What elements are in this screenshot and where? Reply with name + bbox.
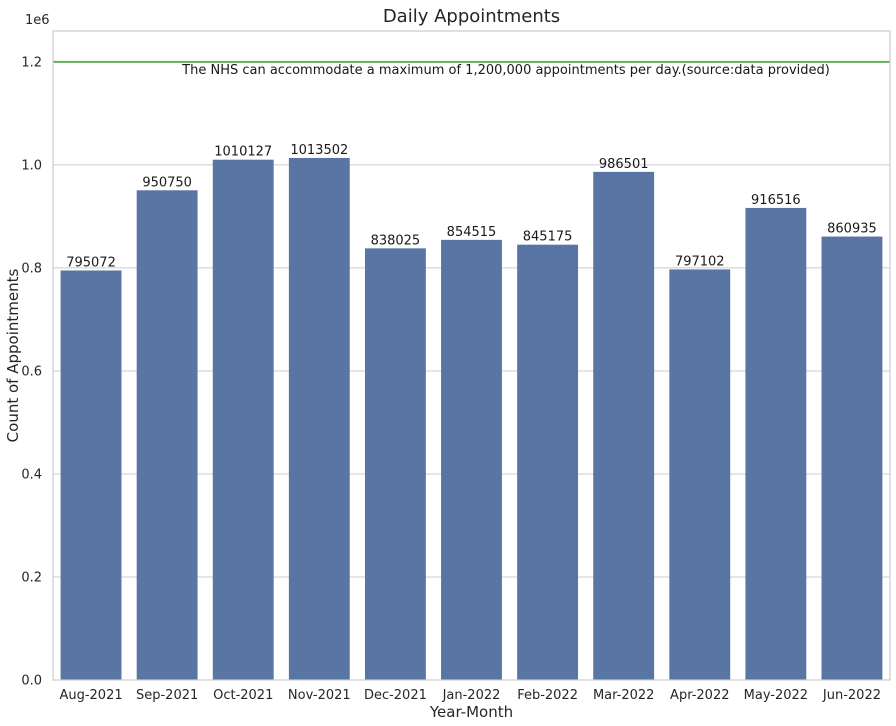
y-offset-label: 1e6 — [25, 13, 50, 28]
bar — [745, 207, 807, 681]
x-tick-label: Sep-2021 — [136, 688, 198, 703]
bar — [60, 270, 122, 680]
x-axis-ticks: Aug-2021 Sep-2021 Oct-2021 Nov-2021 Dec-2021… — [59, 688, 881, 703]
bar-value-label: 860935 — [827, 222, 877, 237]
x-axis-label: Year-Month — [429, 703, 513, 721]
bar — [136, 190, 198, 680]
bar-value-label: 916516 — [751, 193, 801, 208]
bar — [669, 269, 731, 680]
bar-value-label: 1010127 — [214, 145, 272, 160]
y-axis-label: Count of Appointments — [4, 269, 22, 443]
x-tick-label: Feb-2022 — [517, 688, 578, 703]
reference-line-group: The NHS can accommodate a maximum of 1,2… — [53, 60, 890, 78]
bar-value-label: 845175 — [523, 230, 573, 245]
x-tick-label: Aug-2021 — [59, 688, 122, 703]
x-tick-label: Oct-2021 — [213, 688, 273, 703]
y-tick-label: 0.6 — [21, 364, 42, 379]
y-tick-label: 0.0 — [21, 674, 42, 689]
bar-value-label: 797102 — [675, 254, 725, 269]
x-tick-label: Apr-2022 — [670, 688, 729, 703]
bar-value-label: 854515 — [447, 225, 497, 240]
x-tick-label: Nov-2021 — [288, 688, 351, 703]
max-capacity-annotation: The NHS can accommodate a maximum of 1,2… — [181, 63, 830, 78]
chart-title: Daily Appointments — [383, 6, 560, 27]
bar — [821, 236, 883, 680]
bar — [441, 239, 502, 681]
bar — [517, 244, 579, 681]
plot-frame — [52, 30, 891, 681]
x-tick-label: Mar-2022 — [593, 688, 654, 703]
y-tick-label: 1.0 — [21, 158, 42, 173]
x-tick-label: Dec-2021 — [364, 688, 427, 703]
y-axis-ticks: 0.0 0.2 0.4 0.6 0.8 1.0 1.2 — [21, 55, 42, 688]
bar — [593, 171, 655, 680]
bar-value-label: 950750 — [142, 175, 192, 190]
y-tick-label: 0.2 — [21, 570, 42, 585]
y-tick-label: 0.8 — [21, 261, 42, 276]
bar — [364, 248, 426, 680]
bar-value-label: 795072 — [66, 255, 116, 270]
bars — [60, 157, 883, 681]
bar-value-label: 838025 — [371, 233, 421, 248]
bar-labels: 795072 950750 1010127 1013502 838025 854515 84… — [66, 143, 877, 271]
x-tick-label: May-2022 — [744, 688, 808, 703]
bar — [212, 159, 274, 681]
y-tick-label: 1.2 — [21, 55, 42, 70]
bar-value-label: 1013502 — [290, 143, 348, 158]
bar-value-label: 986501 — [599, 157, 649, 172]
x-tick-label: Jan-2022 — [442, 688, 501, 703]
y-tick-label: 0.4 — [21, 467, 42, 482]
x-tick-label: Jun-2022 — [822, 688, 881, 703]
bar — [288, 157, 350, 680]
